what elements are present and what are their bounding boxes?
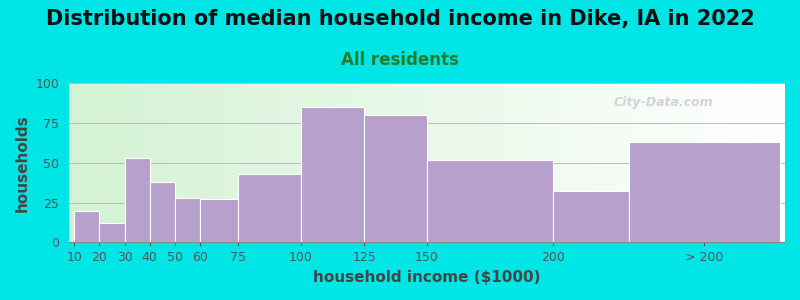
Bar — [125, 158, 150, 242]
Bar — [150, 182, 175, 242]
Bar — [301, 107, 364, 242]
Text: Distribution of median household income in Dike, IA in 2022: Distribution of median household income … — [46, 9, 754, 29]
Bar — [364, 115, 427, 242]
Bar — [553, 191, 629, 242]
Bar — [175, 198, 200, 242]
Bar — [99, 223, 125, 242]
Text: All residents: All residents — [341, 51, 459, 69]
Bar — [629, 142, 780, 242]
Text: City-Data.com: City-Data.com — [613, 96, 713, 109]
X-axis label: household income ($1000): household income ($1000) — [314, 270, 541, 285]
Bar — [427, 160, 553, 242]
Y-axis label: households: households — [15, 114, 30, 212]
Bar — [238, 174, 301, 242]
Bar — [74, 211, 99, 242]
Bar — [200, 200, 238, 242]
